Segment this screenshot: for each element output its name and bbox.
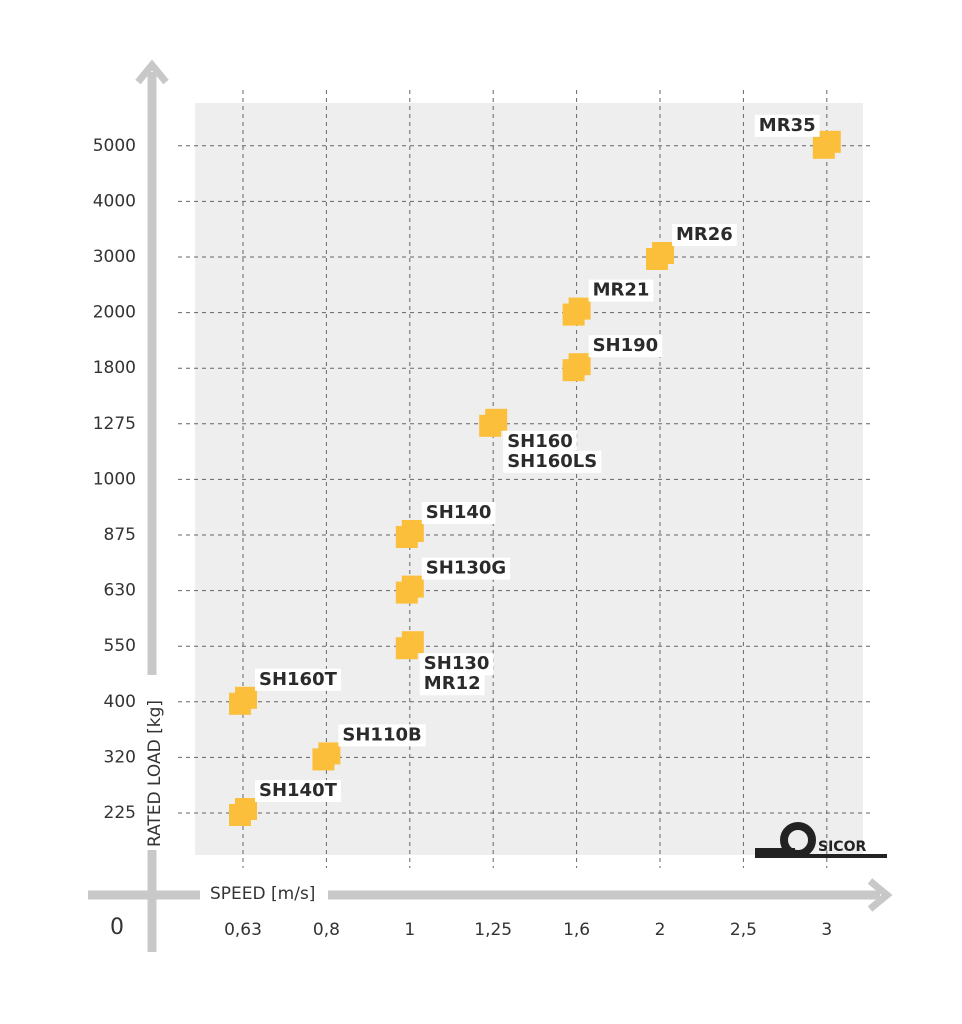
x-tick-label: 1 — [404, 920, 415, 940]
y-tick-label: 225 — [104, 803, 136, 823]
point-label-bg — [255, 668, 341, 691]
x-tick-label: 1,6 — [563, 920, 590, 940]
y-tick-label: 5000 — [93, 136, 136, 156]
point-label: SH130G — [426, 558, 506, 579]
point-label: SH140 — [426, 502, 492, 523]
y-tick-label: 4000 — [93, 191, 136, 211]
point-label: MR21 — [593, 280, 650, 301]
point-label: SH110B — [342, 724, 421, 745]
point-label-bg — [338, 724, 426, 747]
x-label-bg — [200, 880, 328, 908]
x-axis-title: SPEED [m/s] — [210, 884, 315, 904]
point-label-bg — [754, 114, 820, 137]
y-tick-label: 2000 — [93, 303, 136, 323]
marker — [812, 136, 835, 159]
point-label: SH190 — [593, 335, 659, 356]
point-label: SH160 — [507, 431, 573, 452]
y-arrow — [135, 59, 169, 85]
point-label-bg — [672, 224, 737, 246]
x-tick-label: 0,8 — [313, 920, 340, 940]
y-tick-label: 1275 — [93, 414, 136, 434]
marker — [312, 748, 335, 771]
marker — [479, 414, 502, 437]
marker — [562, 303, 585, 326]
point-label-bg — [588, 335, 663, 358]
x-tick-label: 0,63 — [224, 920, 262, 940]
point-label-bg — [421, 502, 496, 524]
y-tick-label: 400 — [104, 692, 136, 712]
marker — [229, 804, 251, 826]
point-label-bg — [503, 450, 602, 473]
y-tick-label: 1000 — [93, 469, 136, 489]
marker — [395, 581, 418, 604]
marker — [646, 248, 668, 270]
point-label-bg — [255, 780, 341, 802]
point-label-bg — [503, 430, 577, 453]
marker — [229, 692, 251, 715]
y-tick-label: 320 — [104, 747, 136, 767]
logo: SICOR — [755, 822, 887, 858]
origin-label: 0 — [110, 915, 124, 940]
point-label: SH130 — [424, 653, 490, 674]
x-arrow — [867, 878, 893, 912]
logo-text: SICOR — [818, 839, 866, 855]
point-label-bg — [419, 653, 494, 676]
y-tick-label: 3000 — [93, 247, 136, 267]
x-tick-label: 2 — [655, 920, 666, 940]
point-label-bg — [588, 279, 654, 302]
y-tick-label: 550 — [104, 636, 136, 656]
y-axis-title: RATED LOAD [kg] — [145, 700, 165, 847]
x-tick-label: 2,5 — [730, 920, 757, 940]
point-label: SH140T — [259, 780, 338, 801]
marker — [562, 359, 585, 382]
x-tick-label: 3 — [821, 920, 832, 940]
x-tick-label: 1,25 — [474, 920, 512, 940]
y-tick-label: 1800 — [93, 358, 136, 378]
point-label: SH160T — [259, 669, 338, 690]
y-label-bg — [140, 675, 166, 850]
marker — [395, 637, 418, 660]
point-label: MR26 — [676, 224, 733, 245]
point-label-bg — [419, 673, 485, 696]
marker — [395, 526, 418, 548]
y-tick-label: 875 — [104, 525, 136, 545]
y-tick-label: 630 — [104, 581, 136, 601]
point-label: SH160LS — [507, 451, 597, 472]
point-label-bg — [421, 557, 511, 580]
point-label: MR35 — [759, 115, 816, 136]
point-label: MR12 — [424, 673, 481, 694]
